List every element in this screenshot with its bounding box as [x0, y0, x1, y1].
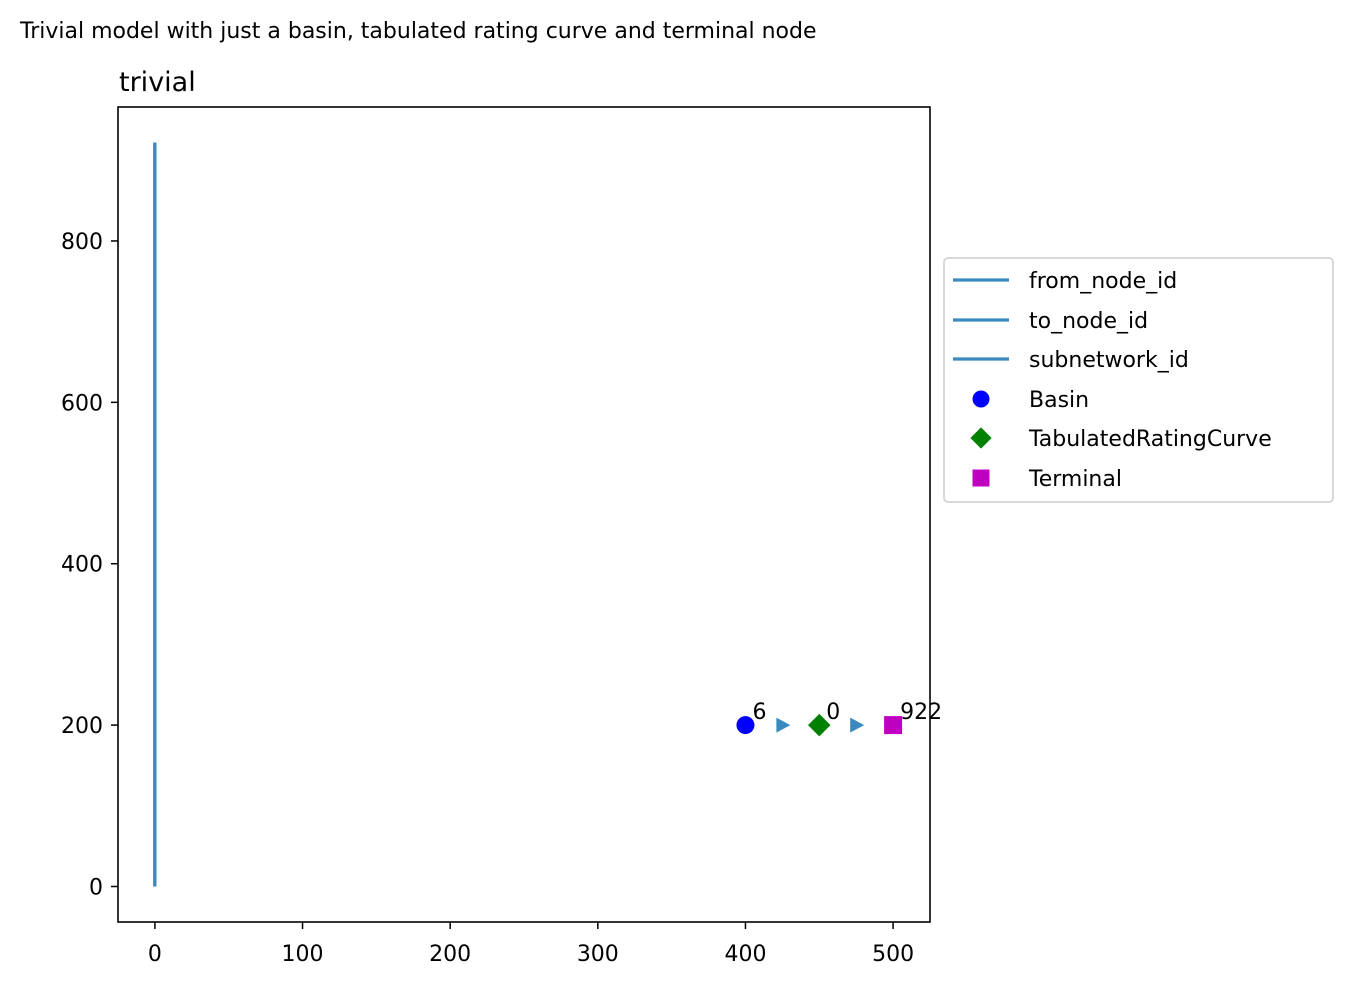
x-axis: 0 100 200 300 400 500 — [148, 922, 914, 967]
legend: from_node_id to_node_id subnetwork_id Basin… — [943, 257, 1334, 503]
y-tick-label: 200 — [61, 714, 103, 739]
y-tick-label: 800 — [61, 230, 103, 255]
plot-frame — [117, 106, 931, 923]
plot-area — [118, 107, 930, 922]
legend-box — [943, 257, 1334, 503]
node-label-tabulatedratingcurve: 0 — [826, 700, 840, 725]
legend-label: to_node_id — [1029, 309, 1148, 334]
legend-label: TabulatedRatingCurve — [1028, 427, 1272, 452]
figure-suptitle: Trivial model with just a basin, tabulat… — [19, 19, 817, 44]
node-labels: 6 0 922 — [752, 700, 942, 725]
node-marker-terminal — [884, 716, 903, 735]
node-label-terminal: 922 — [900, 700, 942, 725]
legend-marker-basin — [972, 390, 990, 408]
legend-label: subnetwork_id — [1029, 348, 1189, 373]
legend-label: Terminal — [1028, 467, 1122, 492]
flow-arrow-marker — [776, 717, 791, 733]
node-markers — [736, 713, 903, 737]
legend-label: Basin — [1029, 388, 1089, 413]
y-axis: 0 200 400 600 800 — [61, 230, 118, 900]
legend-marker-tabulatedratingcurve — [970, 427, 992, 449]
y-tick-label: 0 — [89, 875, 103, 900]
flow-arrows — [776, 717, 865, 733]
y-tick-label: 400 — [61, 553, 103, 578]
y-tick-label: 600 — [61, 391, 103, 416]
chart-title: trivial — [119, 67, 196, 98]
x-tick-label: 200 — [429, 942, 471, 967]
flow-arrow-marker — [850, 717, 865, 733]
node-label-basin: 6 — [752, 700, 766, 725]
legend-label: from_node_id — [1029, 269, 1177, 294]
legend-marker-terminal — [972, 469, 990, 487]
x-tick-label: 400 — [724, 942, 766, 967]
node-marker-tabulatedratingcurve — [808, 713, 831, 737]
x-tick-label: 0 — [148, 942, 162, 967]
x-tick-label: 500 — [872, 942, 914, 967]
node-marker-basin — [736, 716, 755, 735]
x-tick-label: 300 — [577, 942, 619, 967]
x-tick-label: 100 — [282, 942, 324, 967]
